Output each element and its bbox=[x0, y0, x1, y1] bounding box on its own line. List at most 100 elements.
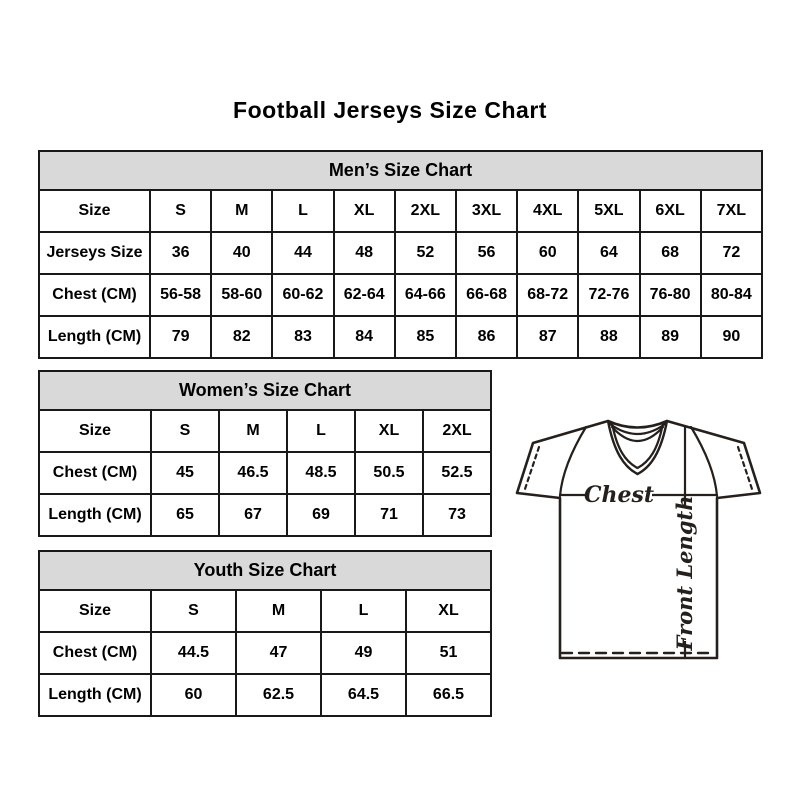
value-cell: 62-64 bbox=[332, 273, 396, 317]
value-cell: 68 bbox=[638, 231, 702, 275]
value-cell: 48.5 bbox=[286, 451, 356, 495]
youth-size-table: Youth Size Chart Size S M L XL Chest (CM) 44.5 4… bbox=[38, 550, 492, 717]
size-header-cell: 2XL bbox=[422, 409, 492, 453]
value-cell: 80-84 bbox=[699, 273, 764, 317]
value-cell: 64 bbox=[577, 231, 641, 275]
table-title: Men’s Size Chart bbox=[38, 150, 763, 191]
row-label: Chest (CM) bbox=[38, 273, 151, 317]
table-title-row: Youth Size Chart bbox=[38, 550, 492, 591]
size-header-cell: L bbox=[286, 409, 356, 453]
table-row: Length (CM) 65 67 69 71 73 bbox=[38, 493, 492, 537]
cuff-dashed-line-right bbox=[736, 445, 754, 491]
value-cell: 72 bbox=[699, 231, 764, 275]
value-cell: 88 bbox=[577, 315, 641, 359]
value-cell: 76-80 bbox=[638, 273, 702, 317]
row-label: Chest (CM) bbox=[38, 451, 152, 495]
value-cell: 60 bbox=[516, 231, 580, 275]
value-cell: 82 bbox=[210, 315, 274, 359]
value-cell: 83 bbox=[271, 315, 335, 359]
chest-label-bg bbox=[586, 483, 652, 506]
row-label: Length (CM) bbox=[38, 315, 151, 359]
value-cell: 65 bbox=[150, 493, 220, 537]
value-cell: 79 bbox=[148, 315, 213, 359]
value-cell: 46.5 bbox=[218, 451, 288, 495]
value-cell: 66.5 bbox=[405, 673, 492, 717]
size-header-cell: S bbox=[150, 589, 237, 633]
table-row: Length (CM) 60 62.5 64.5 66.5 bbox=[38, 673, 492, 717]
value-cell: 47 bbox=[235, 631, 322, 675]
value-cell: 56-58 bbox=[148, 273, 213, 317]
value-cell: 52 bbox=[393, 231, 457, 275]
value-cell: 60 bbox=[150, 673, 237, 717]
table-row: Chest (CM) 45 46.5 48.5 50.5 52.5 bbox=[38, 451, 492, 495]
size-header-row: Size S M L XL bbox=[38, 589, 492, 633]
size-header-cell: XL bbox=[405, 589, 492, 633]
value-cell: 45 bbox=[150, 451, 220, 495]
value-cell: 67 bbox=[218, 493, 288, 537]
womens-size-table: Women’s Size Chart Size S M L XL 2XL Chest (CM)… bbox=[38, 370, 492, 537]
value-cell: 44 bbox=[271, 231, 335, 275]
value-cell: 49 bbox=[320, 631, 407, 675]
size-header-cell: 2XL bbox=[393, 189, 457, 233]
value-cell: 36 bbox=[148, 231, 213, 275]
size-header-cell: 7XL bbox=[699, 189, 764, 233]
front-length-label: Front Length bbox=[672, 496, 697, 652]
table-title: Women’s Size Chart bbox=[38, 370, 492, 411]
front-length-label-bg bbox=[672, 506, 699, 641]
size-header-cell: 3XL bbox=[454, 189, 519, 233]
value-cell: 89 bbox=[638, 315, 702, 359]
value-cell: 51 bbox=[405, 631, 492, 675]
table-row: Length (CM) 79 82 83 84 85 86 87 88 89 90 bbox=[38, 315, 764, 359]
value-cell: 71 bbox=[354, 493, 424, 537]
value-cell: 64-66 bbox=[393, 273, 457, 317]
value-cell: 66-68 bbox=[454, 273, 519, 317]
value-cell: 50.5 bbox=[354, 451, 424, 495]
value-cell: 72-76 bbox=[577, 273, 641, 317]
size-header-cell: M bbox=[218, 409, 288, 453]
size-header-cell: L bbox=[271, 189, 335, 233]
size-header-cell: S bbox=[148, 189, 213, 233]
value-cell: 85 bbox=[393, 315, 457, 359]
row-label: Jerseys Size bbox=[38, 231, 151, 275]
cuff-dashed-line-left bbox=[523, 445, 541, 491]
page-title: Football Jerseys Size Chart bbox=[233, 97, 547, 123]
value-cell: 64.5 bbox=[320, 673, 407, 717]
size-header-label: Size bbox=[38, 189, 151, 233]
value-cell: 84 bbox=[332, 315, 396, 359]
value-cell: 44.5 bbox=[150, 631, 237, 675]
row-label: Length (CM) bbox=[38, 673, 152, 717]
mens-size-table: Men’s Size Chart Size S M L XL 2XL 3XL 4XL 5XL 6XL… bbox=[38, 150, 764, 359]
size-header-cell: 6XL bbox=[638, 189, 702, 233]
size-header-cell: XL bbox=[332, 189, 396, 233]
table-title-row: Women’s Size Chart bbox=[38, 370, 492, 411]
table-row: Chest (CM) 44.5 47 49 51 bbox=[38, 631, 492, 675]
table-title-row: Men’s Size Chart bbox=[38, 150, 763, 191]
value-cell: 40 bbox=[210, 231, 274, 275]
table-row: Chest (CM) 56-58 58-60 60-62 62-64 64-66 66-68… bbox=[38, 273, 764, 317]
size-header-cell: S bbox=[150, 409, 220, 453]
value-cell: 87 bbox=[516, 315, 580, 359]
value-cell: 90 bbox=[699, 315, 764, 359]
value-cell: 86 bbox=[454, 315, 519, 359]
vneck-outer bbox=[606, 419, 669, 476]
value-cell: 52.5 bbox=[422, 451, 492, 495]
size-header-cell: 4XL bbox=[516, 189, 580, 233]
table-row: Jerseys Size 36 40 44 48 52 56 60 64 68 72 bbox=[38, 231, 764, 275]
jersey-measurement-diagram: Chest Front Length bbox=[498, 408, 788, 678]
size-header-cell: M bbox=[235, 589, 322, 633]
value-cell: 60-62 bbox=[271, 273, 335, 317]
size-header-cell: XL bbox=[354, 409, 424, 453]
size-header-cell: 5XL bbox=[577, 189, 641, 233]
value-cell: 73 bbox=[422, 493, 492, 537]
vneck-inner bbox=[610, 421, 665, 470]
value-cell: 69 bbox=[286, 493, 356, 537]
size-header-row: Size S M L XL 2XL bbox=[38, 409, 492, 453]
chest-label: Chest bbox=[584, 482, 654, 508]
value-cell: 56 bbox=[454, 231, 519, 275]
jersey-outline bbox=[515, 419, 762, 660]
size-header-label: Size bbox=[38, 589, 152, 633]
collar-band-arc-1 bbox=[608, 422, 667, 436]
row-label: Chest (CM) bbox=[38, 631, 152, 675]
row-label: Length (CM) bbox=[38, 493, 152, 537]
